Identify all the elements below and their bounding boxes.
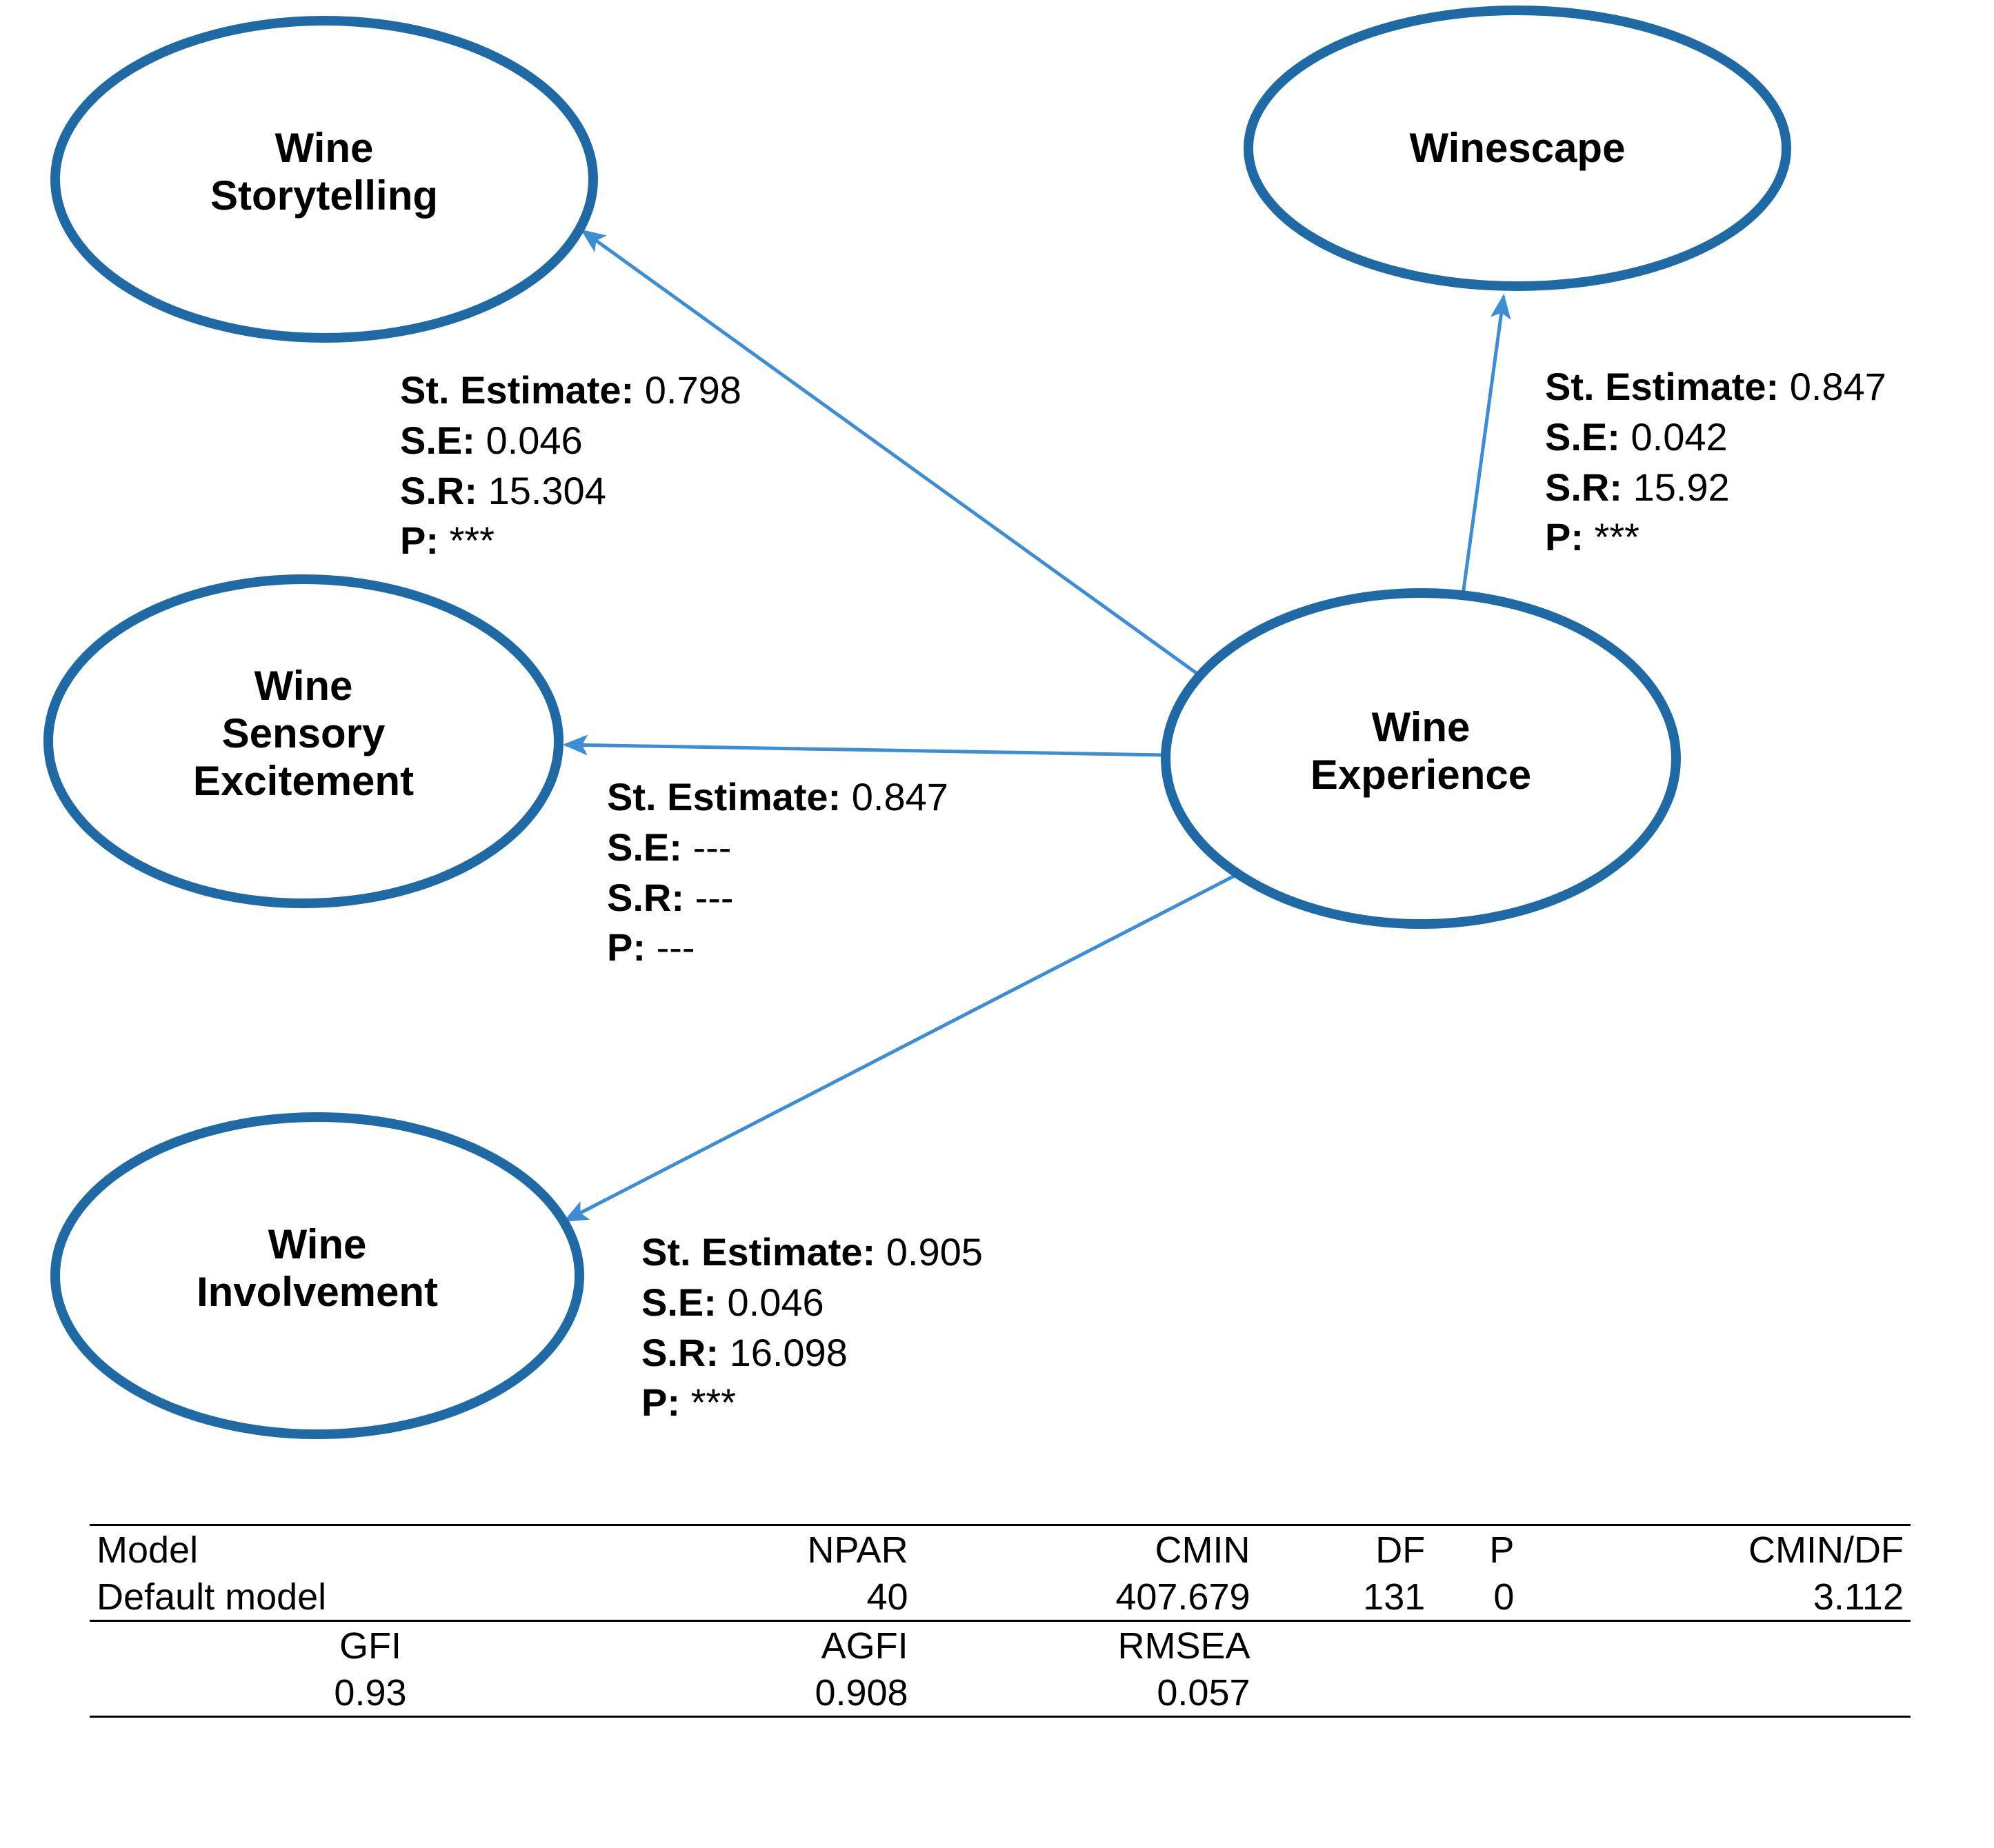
node-winescape <box>1248 10 1786 286</box>
cell: NPAR <box>651 1525 915 1574</box>
table-row: GFI AGFI RMSEA <box>90 1621 1911 1669</box>
cell: 40 <box>651 1573 915 1621</box>
edge-exp-to-storytelling <box>583 231 1200 676</box>
table-row: 0.93 0.908 0.057 <box>90 1669 1911 1717</box>
fit-statistics-table: Model NPAR CMIN DF P CMIN/DF Default mod… <box>90 1524 1911 1718</box>
node-storytelling <box>55 21 593 338</box>
edge-exp-to-sensory <box>566 745 1166 755</box>
cell: GFI <box>90 1621 651 1669</box>
cell: P <box>1432 1525 1521 1574</box>
cell: Model <box>90 1525 651 1574</box>
node-sensory <box>48 579 559 903</box>
node-experience <box>1166 593 1676 924</box>
cell: Default model <box>90 1573 651 1621</box>
cell: DF <box>1257 1525 1433 1574</box>
cell: 0.908 <box>651 1669 915 1717</box>
cell: 407.679 <box>915 1573 1257 1621</box>
cell: RMSEA <box>915 1621 1257 1669</box>
cell: CMIN/DF <box>1521 1525 1911 1574</box>
table-row: Model NPAR CMIN DF P CMIN/DF <box>90 1525 1911 1574</box>
diagram-canvas: Wine Storytelling Wine Sensory Excitemen… <box>0 0 1994 1848</box>
cell: 0.057 <box>915 1669 1257 1717</box>
cell: CMIN <box>915 1525 1257 1574</box>
cell: 0 <box>1432 1573 1521 1621</box>
table-row: Default model 40 407.679 131 0 3.112 <box>90 1573 1911 1621</box>
edge-exp-to-winescape <box>1462 297 1504 600</box>
cell: AGFI <box>651 1621 915 1669</box>
cell: 3.112 <box>1521 1573 1911 1621</box>
cell: 131 <box>1257 1573 1433 1621</box>
cell: 0.93 <box>90 1669 651 1717</box>
edge-exp-to-involvement <box>566 876 1235 1221</box>
node-involvement <box>55 1117 579 1434</box>
